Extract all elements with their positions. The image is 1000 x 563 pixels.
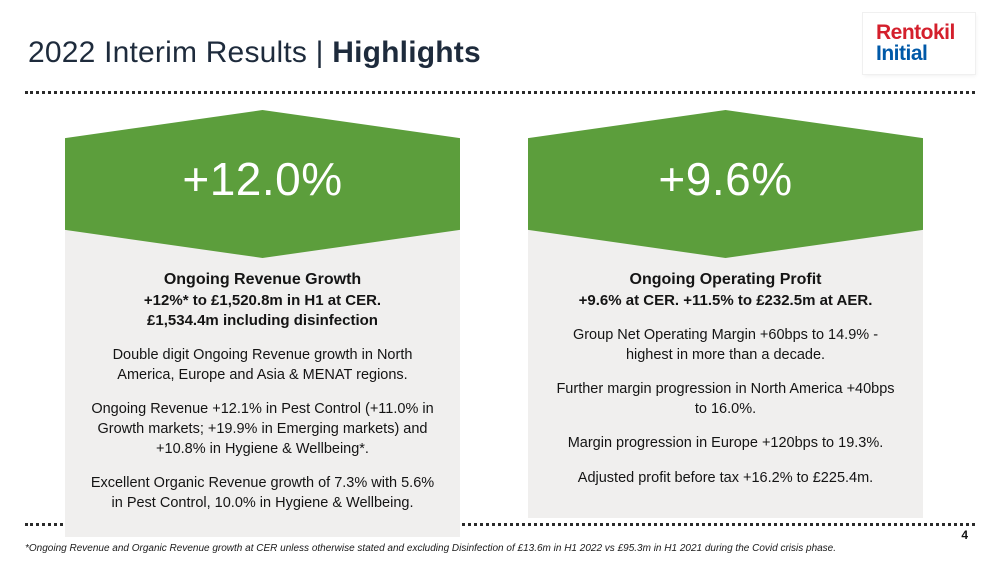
revenue-paragraph-2: Ongoing Revenue +12.1% in Pest Control (… <box>91 401 434 457</box>
revenue-card-body: Ongoing Revenue Growth +12%* to £1,520.8… <box>65 230 460 538</box>
revenue-paragraph-3: Excellent Organic Revenue growth of 7.3%… <box>90 475 435 511</box>
revenue-card-subline-1: +12%* to £1,520.8m in H1 at CER. <box>143 291 382 309</box>
top-dotted-divider <box>25 91 975 94</box>
page-title: 2022 Interim Results | Highlights <box>28 36 481 70</box>
rentokil-initial-logo: Rentokil Initial <box>863 13 975 74</box>
profit-card-heading: Ongoing Operating Profit <box>629 271 822 288</box>
profit-paragraph-3: Margin progression in Europe +120bps to … <box>567 435 884 452</box>
card-ongoing-operating-profit: +9.6% Ongoing Operating Profit +9.6% at … <box>528 110 923 537</box>
operating-profit-stat: +9.6% <box>658 153 793 205</box>
logo-initial-text: Initial <box>876 42 928 66</box>
profit-paragraph-2: Further margin progression in North Amer… <box>556 381 895 417</box>
card-ongoing-revenue-growth: +12.0% Ongoing Revenue Growth +12%* to £… <box>65 110 460 538</box>
revenue-growth-stat: +12.0% <box>182 153 343 205</box>
revenue-card-heading: Ongoing Revenue Growth <box>163 271 362 288</box>
highlight-cards-row: +12.0% Ongoing Revenue Growth +12%* to £… <box>65 110 923 538</box>
revenue-chevron-banner: +12.0% <box>65 110 460 258</box>
page-number: 4 <box>961 528 968 542</box>
revenue-card-subline-2: £1,534.4m including disinfection <box>147 312 378 330</box>
revenue-card-paragraphs: Double digit Ongoing Revenue growth in N… <box>87 346 438 513</box>
revenue-paragraph-1: Double digit Ongoing Revenue growth in N… <box>112 347 413 383</box>
profit-card-subline-1: +9.6% at CER. +11.5% to £232.5m at AER. <box>578 291 873 309</box>
profit-card-paragraphs: Group Net Operating Margin +60bps to 14.… <box>550 326 901 488</box>
page-title-bold: Highlights <box>332 36 481 69</box>
profit-chevron-banner: +9.6% <box>528 110 923 258</box>
profit-paragraph-1: Group Net Operating Margin +60bps to 14.… <box>572 327 879 363</box>
profit-card-body: Ongoing Operating Profit +9.6% at CER. +… <box>528 230 923 518</box>
footnote: *Ongoing Revenue and Organic Revenue gro… <box>25 543 837 554</box>
profit-paragraph-4: Adjusted profit before tax +16.2% to £22… <box>577 469 874 486</box>
logo-rentokil-text: Rentokil <box>876 21 955 44</box>
bottom-dotted-divider <box>25 523 975 526</box>
page-title-regular: 2022 Interim Results | <box>28 36 333 69</box>
